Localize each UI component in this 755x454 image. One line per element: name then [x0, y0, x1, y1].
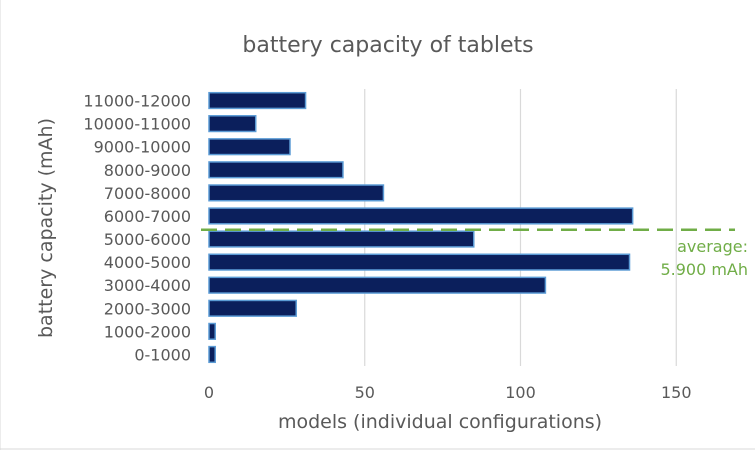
gridlines [364, 89, 677, 366]
bar-11000-12000 [208, 91, 307, 110]
x-axis-title: models (individual configurations) [278, 411, 602, 433]
category-label: 9000-10000 [94, 138, 191, 157]
category-label: 10000-11000 [83, 115, 191, 134]
average-annotation: average: 5.900 mAh [201, 228, 748, 279]
category-label: 3000-4000 [104, 276, 191, 295]
bar-2000-3000 [208, 299, 297, 317]
category-label: 6000-7000 [104, 207, 191, 226]
bar-5000-6000 [208, 230, 475, 248]
bar-9000-10000 [208, 138, 291, 156]
bar-6000-7000 [208, 207, 634, 225]
category-label: 11000-12000 [83, 92, 191, 111]
category-label: 1000-2000 [104, 322, 191, 341]
bars [208, 91, 634, 364]
category-label: 0-1000 [134, 345, 191, 364]
chart-title: battery capacity of tablets [242, 33, 533, 58]
y-axis-title: battery capacity (mAh) [35, 118, 57, 338]
category-label: 4000-5000 [104, 253, 191, 272]
average-label: average: [677, 237, 748, 256]
category-label: 2000-3000 [104, 299, 191, 318]
bar-10000-11000 [208, 115, 257, 133]
x-tick-label: 50 [355, 383, 375, 402]
category-labels: 0-1000 1000-2000 2000-3000 3000-4000 4000-50… [83, 92, 191, 365]
category-label: 7000-8000 [104, 184, 191, 203]
x-tick-labels: 0 50 100 150 [204, 383, 692, 402]
bar-0-1000 [208, 345, 216, 364]
x-tick-label: 150 [661, 383, 692, 402]
bar-7000-8000 [208, 184, 385, 202]
bar-8000-9000 [208, 161, 344, 179]
average-value-label: 5.900 mAh [660, 260, 748, 279]
x-tick-label: 100 [505, 383, 536, 402]
bar-1000-2000 [208, 322, 216, 340]
x-tick-label: 0 [204, 383, 214, 402]
bar-3000-4000 [208, 276, 547, 294]
category-label: 5000-6000 [104, 230, 191, 249]
bar-4000-5000 [208, 253, 631, 271]
category-label: 8000-9000 [104, 161, 191, 180]
